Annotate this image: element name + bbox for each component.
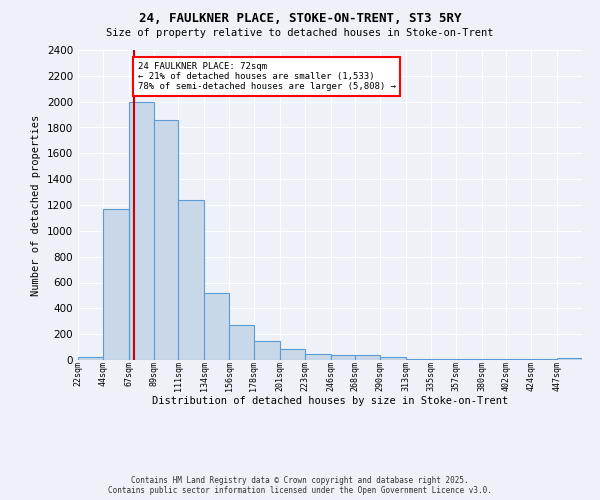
Bar — [331, 356, 355, 360]
Bar — [204, 293, 229, 360]
X-axis label: Distribution of detached houses by size in Stoke-on-Trent: Distribution of detached houses by size … — [152, 396, 508, 406]
Text: Contains HM Land Registry data © Crown copyright and database right 2025.
Contai: Contains HM Land Registry data © Crown c… — [108, 476, 492, 495]
Bar — [178, 200, 204, 360]
Bar — [355, 356, 380, 360]
Bar — [154, 120, 178, 360]
Text: Size of property relative to detached houses in Stoke-on-Trent: Size of property relative to detached ho… — [106, 28, 494, 38]
Bar — [557, 358, 582, 360]
Bar — [103, 209, 129, 360]
Bar — [380, 358, 406, 360]
Bar — [280, 349, 305, 360]
Bar — [305, 354, 331, 360]
Bar — [254, 340, 280, 360]
Bar — [229, 325, 254, 360]
Bar — [129, 102, 154, 360]
Text: 24 FAULKNER PLACE: 72sqm
← 21% of detached houses are smaller (1,533)
78% of sem: 24 FAULKNER PLACE: 72sqm ← 21% of detach… — [138, 62, 396, 92]
Bar — [406, 358, 431, 360]
Y-axis label: Number of detached properties: Number of detached properties — [31, 114, 41, 296]
Bar — [78, 357, 103, 360]
Text: 24, FAULKNER PLACE, STOKE-ON-TRENT, ST3 5RY: 24, FAULKNER PLACE, STOKE-ON-TRENT, ST3 … — [139, 12, 461, 26]
